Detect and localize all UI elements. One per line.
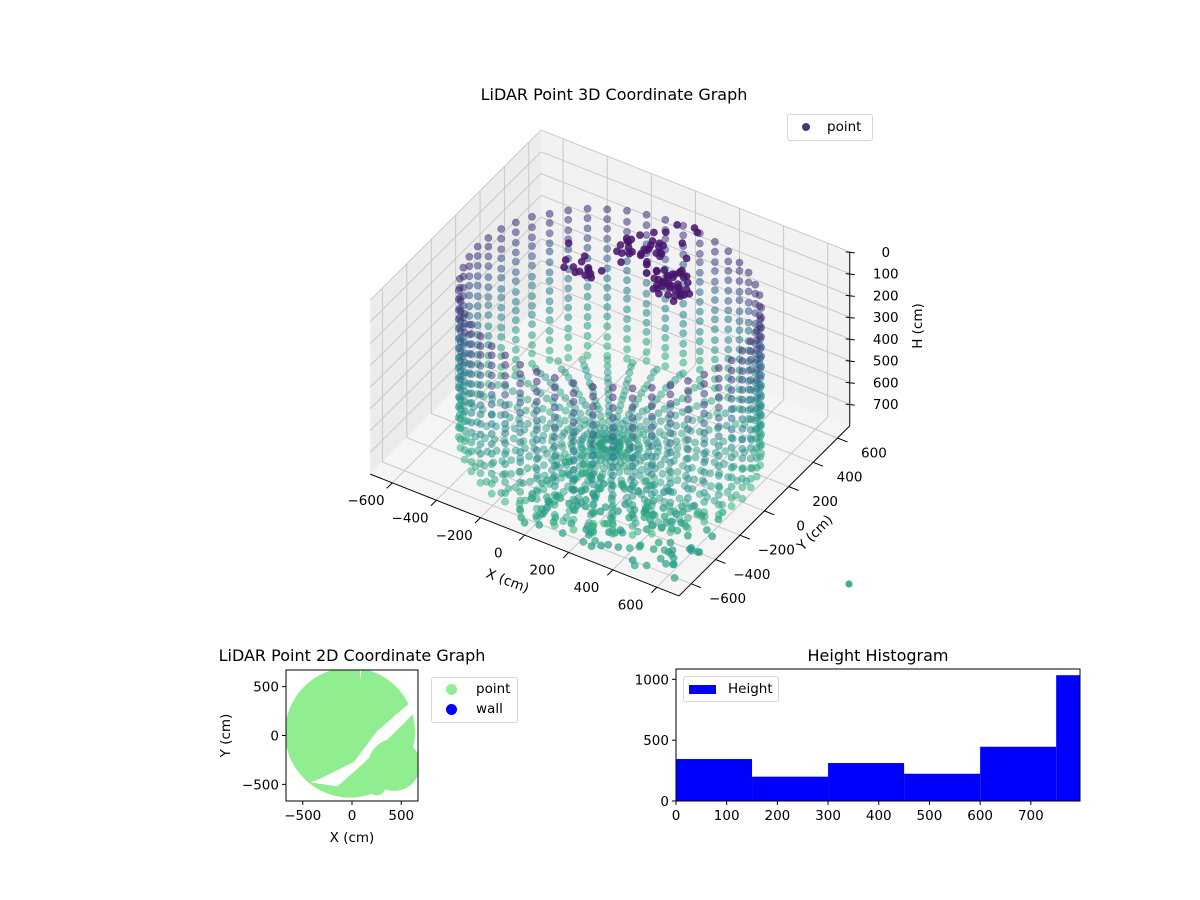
x-tick-label: 400: [866, 808, 892, 824]
y-tick-label: −400: [733, 567, 770, 583]
z-tick-label: 400: [873, 332, 899, 348]
histogram-bar: [752, 776, 829, 801]
z-tick-label: 300: [873, 310, 899, 326]
x-tick-label: 200: [764, 808, 790, 824]
x-tick-label: 500: [917, 808, 943, 824]
legend-3d: point: [787, 114, 873, 141]
x-tick-label: −200: [436, 528, 473, 544]
height-histogram: 0 100 200 300 400 500 600 700 0 500 1000: [635, 668, 1081, 824]
x-tick-label: 700: [1018, 808, 1044, 824]
legend-2d: point wall: [431, 677, 518, 723]
x-tick-label: 0: [494, 545, 503, 561]
axes-frame-hist: [675, 668, 1081, 802]
histogram-bar: [904, 773, 981, 801]
x-axis-label: X (cm): [484, 566, 531, 597]
legend-label-point: point: [827, 119, 862, 135]
legend-label-wall: wall: [476, 701, 503, 717]
y-axis-label: Y (cm): [218, 714, 234, 759]
y-tick-label: 400: [837, 470, 863, 486]
z-tick-label: 700: [873, 397, 899, 413]
histogram-bar: [1056, 675, 1080, 801]
histogram-bars: [676, 675, 1080, 801]
y-tick-label: −200: [758, 543, 795, 559]
scatter-2d-plot: −500 0 500 −500 0 500 X (cm) Y (cm): [218, 669, 419, 846]
y-tick-label: 200: [812, 494, 838, 510]
y-tick-label: −500: [242, 777, 279, 793]
axes-3d: [370, 251, 855, 597]
legend-marker-point-icon: [802, 123, 810, 131]
y-tick-label: 500: [643, 733, 669, 749]
z-tick-label: 600: [873, 375, 899, 391]
chart-2d-title: LiDAR Point 2D Coordinate Graph: [218, 646, 486, 665]
legend-marker-wall-icon: [446, 703, 457, 715]
y-tick-label: −600: [709, 591, 746, 607]
legend-label-height: Height: [728, 681, 773, 697]
x-tick-label: 600: [967, 808, 993, 824]
x-tick-label: 400: [574, 580, 600, 596]
y-tick-label: 0: [270, 729, 279, 745]
z-tick-label: 500: [873, 354, 899, 370]
y-tick-label: 1000: [635, 672, 669, 688]
histogram-title: Height Histogram: [807, 646, 949, 665]
histogram-bar: [676, 759, 753, 801]
z-tick-label: 0: [881, 245, 890, 261]
x-tick-label: 100: [714, 808, 740, 824]
z-tick-label: 100: [873, 267, 899, 283]
y-tick-label: 500: [253, 680, 279, 696]
y-tick-label: 0: [660, 794, 669, 810]
x-tick-label: 0: [672, 808, 681, 824]
y-tick-label: 0: [796, 518, 805, 534]
outlier-point: [845, 580, 853, 588]
x-tick-label: 600: [618, 597, 644, 613]
x-tick-label: −600: [347, 493, 384, 509]
x-axis-label: X (cm): [330, 830, 375, 846]
legend-label-point: point: [476, 681, 511, 697]
x-tick-label: 300: [815, 808, 841, 824]
z-axis-label: H (cm): [910, 303, 926, 349]
x-tick-label: −400: [392, 510, 429, 526]
y-tick-label: 600: [861, 445, 887, 461]
x-tick-label: 500: [388, 808, 414, 824]
scatter-points-3d: [454, 204, 853, 588]
x-tick-label: 200: [530, 563, 556, 579]
chart-3d-title: LiDAR Point 3D Coordinate Graph: [480, 85, 748, 104]
histogram-bar: [828, 763, 905, 801]
legend-swatch-height-icon: [689, 684, 716, 694]
scatter-points-2d: [286, 670, 418, 798]
legend-marker-point-icon: [446, 683, 457, 695]
histogram-bar: [980, 746, 1057, 801]
z-tick-label: 200: [873, 288, 899, 304]
x-tick-label: −500: [284, 808, 321, 824]
legend-histogram: Height: [683, 676, 779, 702]
x-tick-label: 0: [348, 808, 357, 824]
